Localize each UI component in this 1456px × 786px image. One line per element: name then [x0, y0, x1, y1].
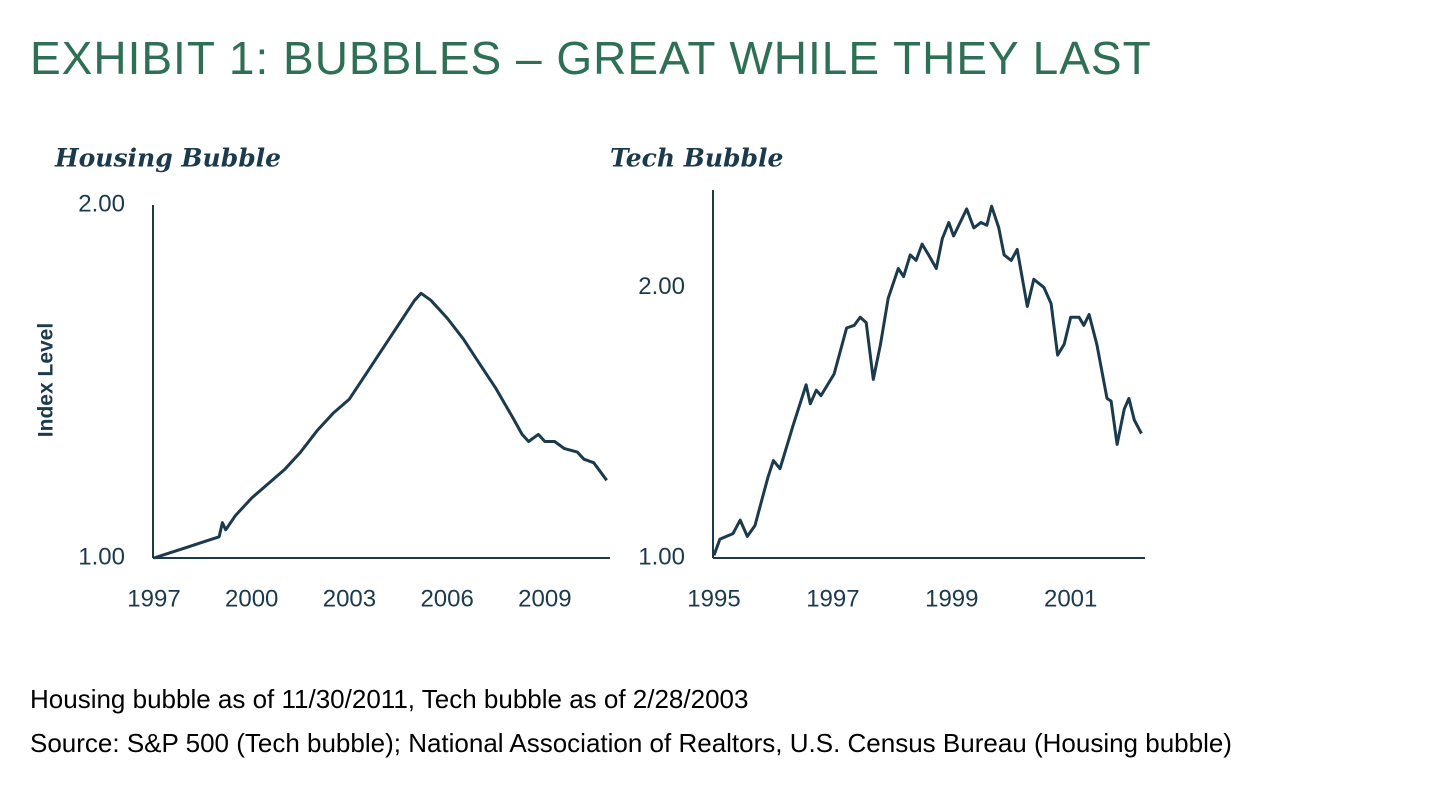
data-line — [712, 204, 1143, 556]
y-tick-label: 2.00 — [638, 273, 685, 300]
x-tick-label: 1995 — [687, 585, 740, 612]
y-axis-label: Index Level — [35, 323, 58, 437]
x-tick-label: 2001 — [1044, 585, 1097, 612]
x-tick-label: 2000 — [225, 585, 278, 612]
y-tick-label: 1.00 — [78, 543, 125, 570]
x-tick-label: 1997 — [806, 585, 859, 612]
x-tick-label: 1997 — [127, 585, 180, 612]
x-tick-label: 2009 — [518, 585, 571, 612]
chart-title: Housing Bubble — [54, 144, 281, 173]
x-tick-label: 1999 — [925, 585, 978, 612]
source-note: Source: S&P 500 (Tech bubble); National … — [30, 728, 1232, 758]
data-line — [153, 291, 608, 560]
y-tick-label: 1.00 — [638, 543, 685, 570]
note: Housing bubble as of 11/30/2011, Tech bu… — [30, 684, 748, 714]
chart-title: Tech Bubble — [610, 144, 783, 173]
x-tick-label: 2006 — [420, 585, 473, 612]
y-tick-label: 2.00 — [78, 190, 125, 217]
exhibit-title: EXHIBIT 1: BUBBLES – GREAT WHILE THEY LA… — [30, 32, 1152, 84]
x-tick-label: 2003 — [323, 585, 376, 612]
